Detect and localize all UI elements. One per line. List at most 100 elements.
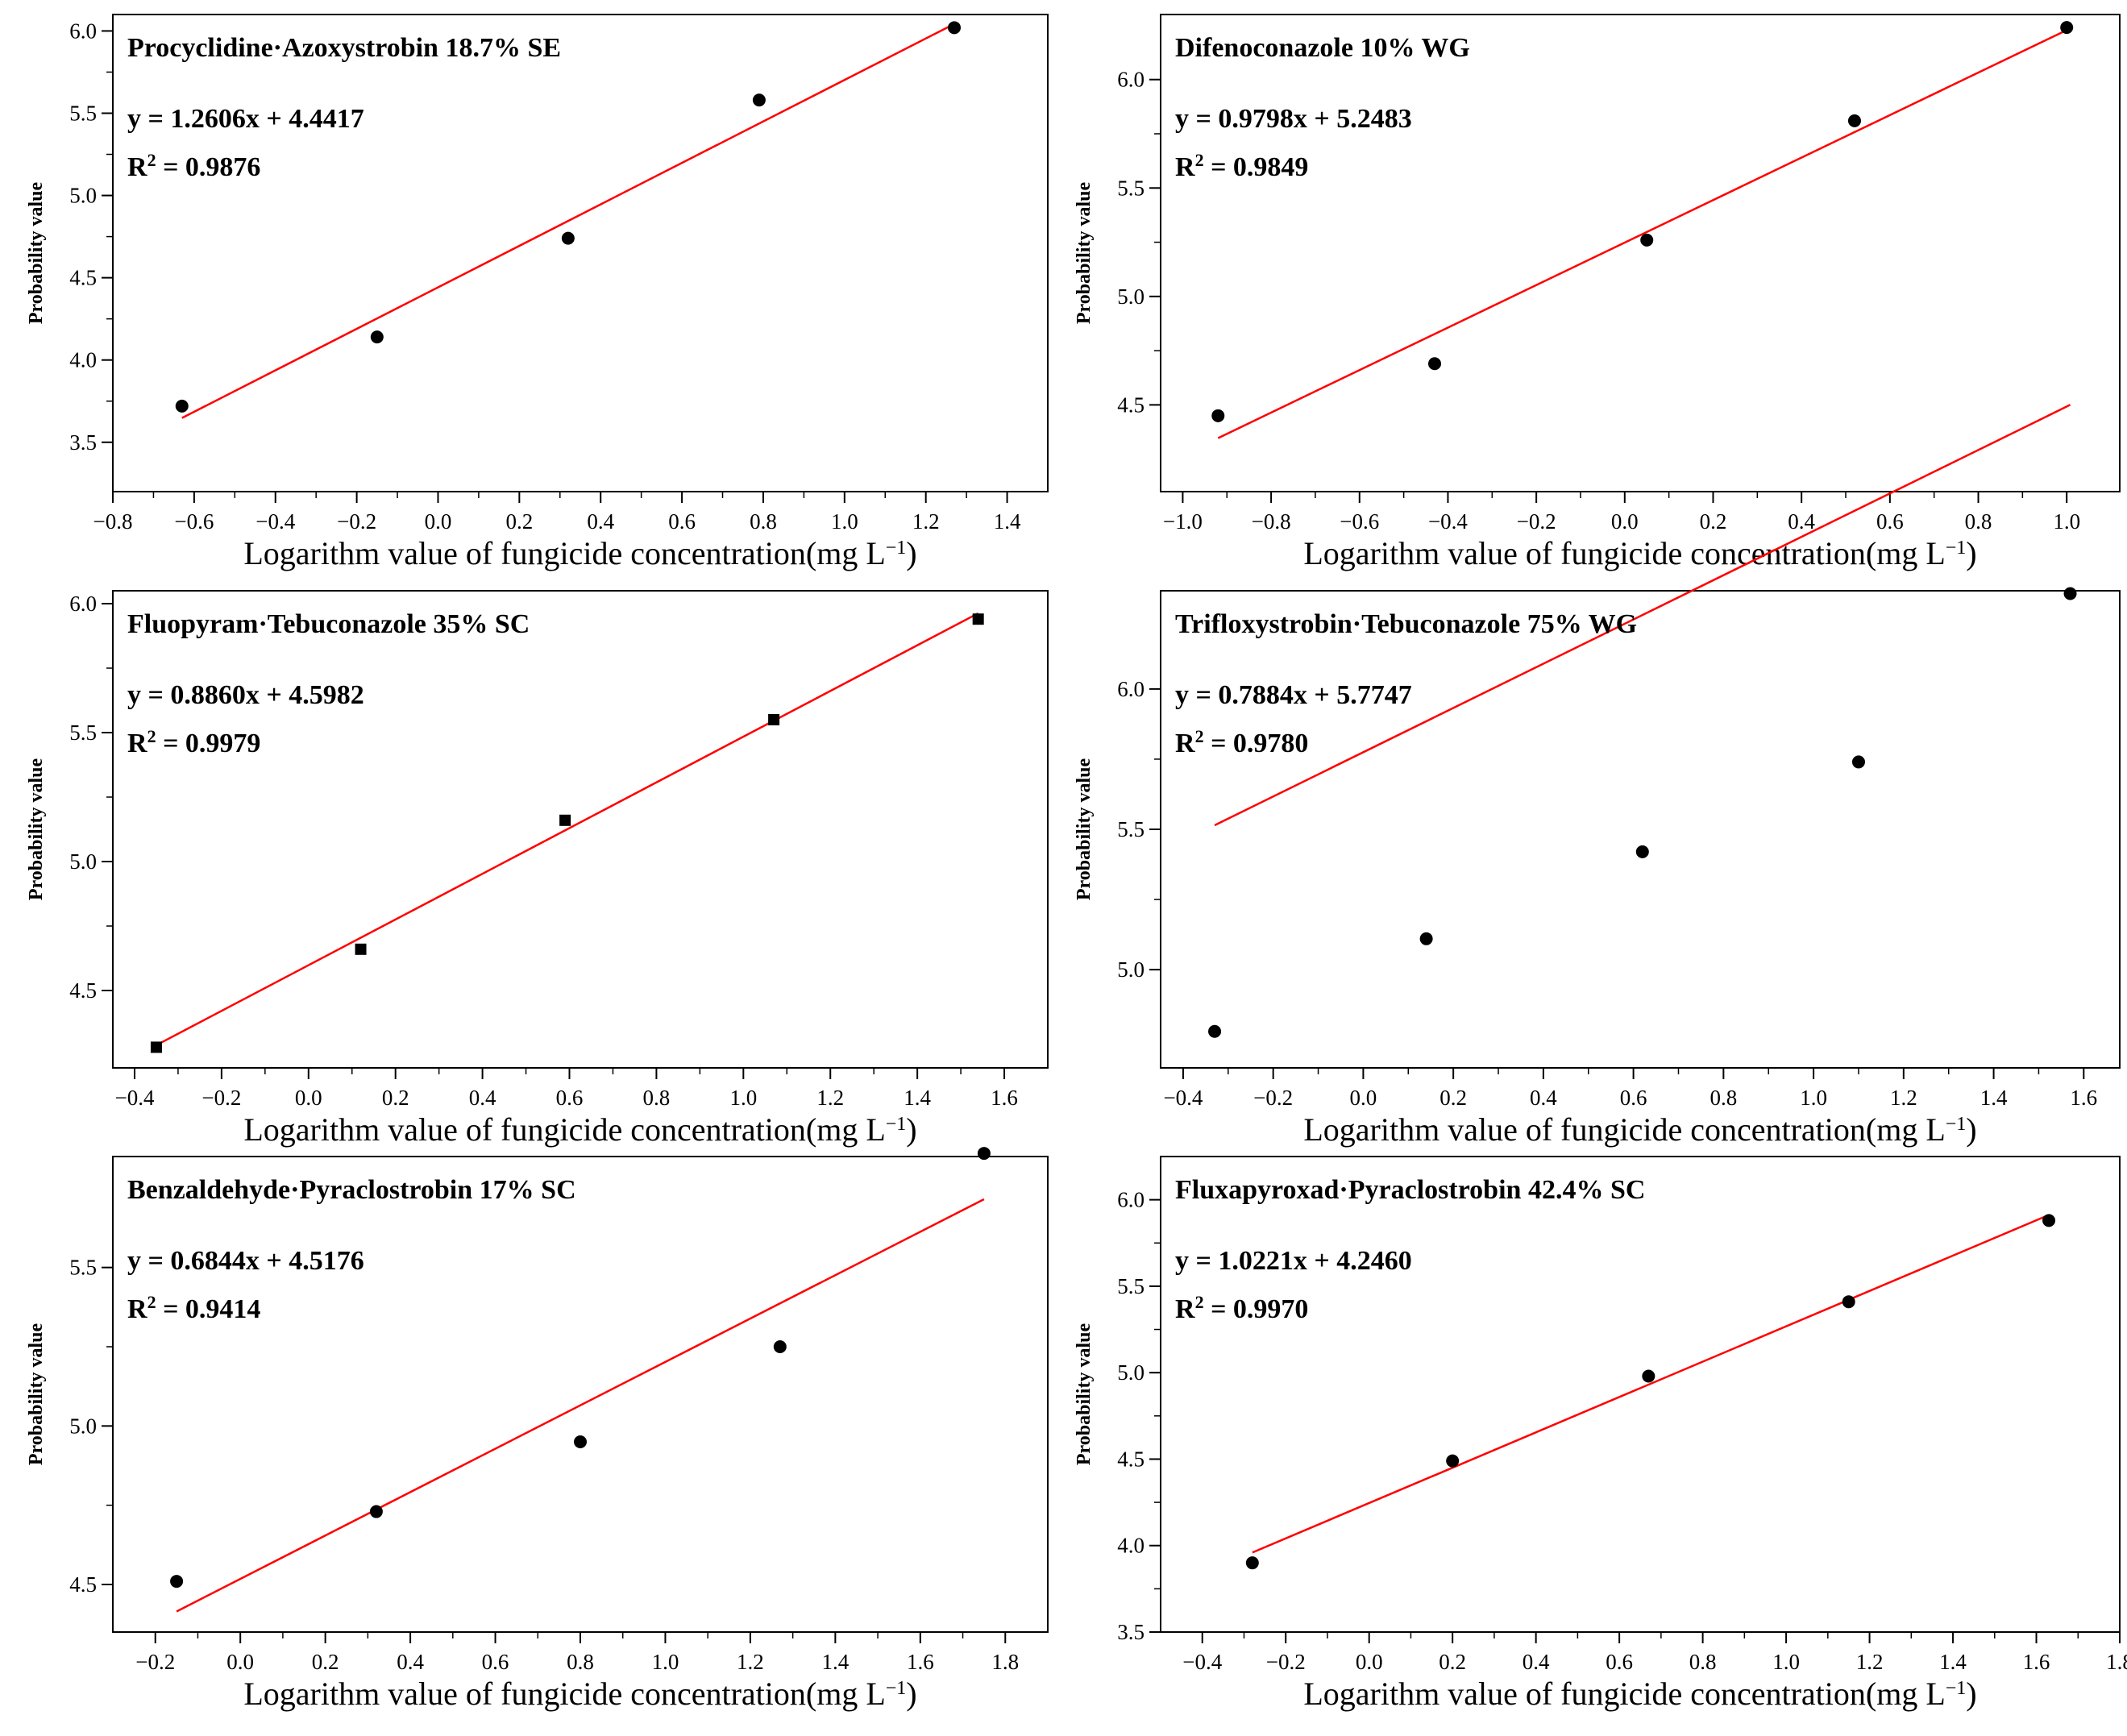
x-tick-label: 1.0 [652, 1650, 679, 1674]
x-axis-title-end: ) [906, 1111, 916, 1148]
x-tick-label: 0.6 [1620, 1086, 1647, 1110]
chart-panel: −0.8 −0.6 −0.4 −0.2 0.0 0.2 0.4 0.6 0.8 1.0 1.2 1.4… [26, 14, 1049, 571]
y-tick-label: 5.0 [1117, 957, 1145, 982]
x-axis-title-main: Logarithm value of fungicide concentrati… [243, 1111, 885, 1148]
r-squared-value: = 0.9979 [156, 729, 261, 758]
y-tick-label: 3.5 [69, 430, 97, 455]
x-tick-label: 1.0 [1800, 1086, 1827, 1110]
data-point [150, 1041, 162, 1053]
y-axis-title: Probability value [26, 1323, 47, 1466]
x-tick-label: −0.4 [1182, 1650, 1222, 1674]
data-point [1419, 932, 1433, 945]
x-tick-label: −0.2 [135, 1650, 175, 1674]
x-axis-title: Logarithm value of fungicide concentrati… [243, 1676, 916, 1712]
fit-line [1217, 29, 2067, 439]
x-tick-label: 1.8 [2106, 1650, 2127, 1674]
y-tick-label: 6.0 [69, 592, 97, 616]
fit-line [181, 23, 955, 419]
r-squared-value: = 0.9780 [1204, 729, 1309, 758]
x-tick-label: −0.2 [1266, 1650, 1306, 1674]
x-tick-label: 1.4 [1939, 1650, 1967, 1674]
r-squared-sup: 2 [1195, 150, 1204, 170]
chart-panel: −0.4 −0.2 0.0 0.2 0.4 0.6 0.8 1.0 1.2 1.4 1.6 1.8 3.… [1074, 1156, 2127, 1712]
y-tick-label: 5.0 [1117, 1360, 1145, 1385]
x-axis-title: Logarithm value of fungicide concentrati… [1303, 535, 1976, 571]
y-axis-title: Probability value [1074, 1323, 1095, 1466]
plot-frame [1160, 590, 2121, 1069]
x-tick-label: 1.2 [816, 1086, 844, 1110]
x-axis-title-sup: −1 [886, 1114, 907, 1135]
chart-title: Procyclidine·Azoxystrobin 18.7% SE [127, 33, 561, 63]
x-tick-label: 0.2 [1439, 1650, 1466, 1674]
x-tick-label: 0.6 [482, 1650, 509, 1674]
x-tick-label: −0.4 [255, 509, 295, 534]
fit-line [176, 1198, 985, 1613]
x-tick-label: 0.8 [750, 509, 777, 534]
chart-panel: −0.2 0.0 0.2 0.4 0.6 0.8 1.0 1.2 1.4 1.6 1.8 4.5 5.0… [26, 1147, 1049, 1712]
plot-frame [1160, 1156, 2121, 1633]
x-tick-label: −0.2 [1253, 1086, 1293, 1110]
y-tick-label: 5.0 [69, 184, 97, 208]
data-point [1642, 1369, 1655, 1383]
regression-equation: y = 1.0221x + 4.2460 [1175, 1246, 1412, 1276]
x-tick-label: −0.6 [1340, 509, 1379, 534]
x-tick-label: 0.0 [1350, 1086, 1377, 1110]
r-squared: R2 = 0.9970 [1175, 1292, 1308, 1325]
x-tick-label: 1.8 [991, 1650, 1019, 1674]
fit-line [1214, 404, 2071, 827]
x-tick-label: −0.4 [1428, 509, 1468, 534]
x-tick-label: 0.0 [226, 1650, 254, 1674]
y-tick-label: 4.5 [69, 1572, 97, 1597]
x-axis-title-sup: −1 [886, 538, 907, 559]
y-tick-label: 5.5 [1117, 817, 1145, 841]
r-squared-prefix: R [1175, 1294, 1195, 1324]
chart-panel: −0.4 −0.2 0.0 0.2 0.4 0.6 0.8 1.0 1.2 1.4 1.6 5.0 5.… [1074, 404, 2121, 1148]
r-squared-prefix: R [127, 152, 147, 182]
x-tick-label: 0.0 [425, 509, 452, 534]
y-tick-label: 4.0 [69, 348, 97, 372]
regression-equation: y = 1.2606x + 4.4417 [127, 104, 364, 134]
regression-equation: y = 0.9798x + 5.2483 [1175, 104, 1412, 134]
x-tick-label: −0.2 [1517, 509, 1556, 534]
chart-title: Difenoconazole 10% WG [1175, 33, 1470, 63]
data-point [1640, 233, 1654, 247]
y-tick-label: 5.0 [1117, 284, 1145, 309]
x-tick-label: 1.2 [912, 509, 940, 534]
x-axis-title-main: Logarithm value of fungicide concentrati… [1303, 1111, 1945, 1148]
x-axis-title-end: ) [906, 1676, 916, 1712]
r-squared-value: = 0.9849 [1204, 152, 1309, 182]
y-tick-label: 4.5 [1117, 392, 1145, 417]
y-tick-label: 5.0 [69, 849, 97, 874]
chart-panel: −1.0 −0.8 −0.6 −0.4 −0.2 0.0 0.2 0.4 0.6 0.8 1.0 4.… [1074, 14, 2121, 571]
x-tick-label: 0.8 [1965, 509, 1992, 534]
x-tick-label: 1.6 [991, 1086, 1018, 1110]
r-squared-sup: 2 [1195, 726, 1204, 746]
regression-equation: y = 0.6844x + 4.5176 [127, 1246, 364, 1276]
r-squared: R2 = 0.9849 [1175, 150, 1308, 183]
x-tick-label: −0.6 [174, 509, 214, 534]
x-tick-label: 0.6 [668, 509, 696, 534]
x-tick-label: 1.6 [907, 1650, 934, 1674]
data-point [559, 814, 571, 826]
x-axis-title-end: ) [1966, 535, 1976, 571]
fit-line [1252, 1214, 2050, 1554]
x-tick-label: −0.8 [93, 509, 133, 534]
y-tick-label: 5.5 [69, 721, 97, 745]
x-tick-label: 1.0 [1772, 1650, 1800, 1674]
plot-frame [1160, 14, 2121, 492]
data-point [2063, 587, 2077, 600]
x-tick-label: −0.2 [201, 1086, 241, 1110]
y-tick-label: 5.5 [69, 1256, 97, 1280]
data-point [977, 1147, 991, 1161]
data-point [370, 330, 384, 344]
chart-title: Fluxapyroxad·Pyraclostrobin 42.4% SC [1175, 1175, 1645, 1205]
data-point [1842, 1295, 1855, 1309]
plot-frame [112, 590, 1049, 1069]
x-axis-title: Logarithm value of fungicide concentrati… [243, 1111, 916, 1148]
data-point [1428, 357, 1441, 371]
x-tick-label: 0.0 [295, 1086, 322, 1110]
data-point [175, 399, 189, 413]
x-tick-label: 0.0 [1356, 1650, 1383, 1674]
y-axis-title: Probability value [1074, 182, 1095, 325]
x-tick-label: −0.4 [1163, 1086, 1203, 1110]
